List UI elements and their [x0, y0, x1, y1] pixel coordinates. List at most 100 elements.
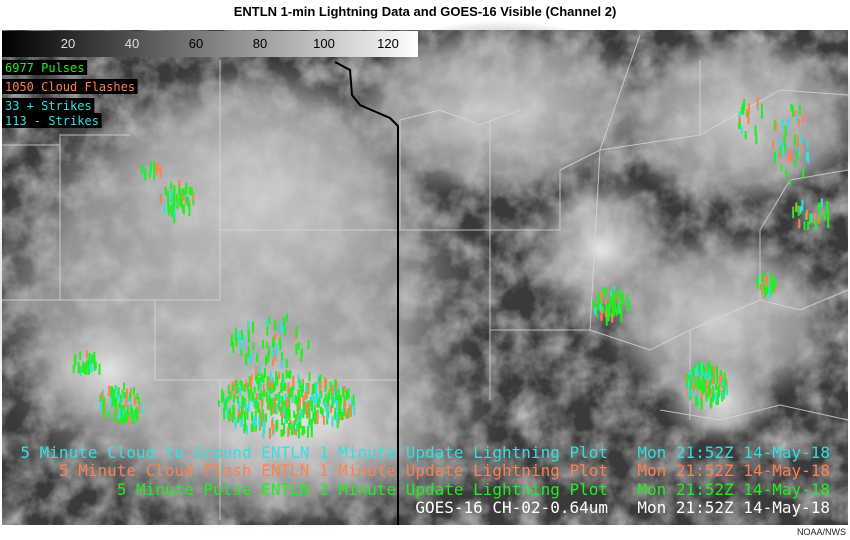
lightning-mark: [303, 426, 306, 434]
legend-box: [2, 113, 102, 128]
lightning-mark: [719, 369, 722, 377]
lightning-mark: [799, 145, 802, 156]
lightning-mark: [307, 426, 309, 438]
lightning-mark: [243, 424, 246, 434]
lightning-mark: [253, 386, 256, 394]
lightning-mark: [795, 115, 798, 123]
lightning-mark: [298, 379, 301, 388]
lightning-mark: [172, 190, 175, 201]
lightning-mark: [188, 186, 191, 195]
lightning-mark: [180, 198, 183, 209]
legend-label: 33 + Strikes: [5, 99, 92, 113]
lightning-mark: [266, 342, 269, 349]
lightning-mark: [592, 300, 595, 307]
lightning-mark: [343, 405, 345, 417]
lightning-mark: [799, 134, 802, 145]
lightning-mark: [768, 287, 771, 299]
lightning-mark: [188, 204, 191, 217]
lightning-mark: [279, 396, 282, 403]
lightning-mark: [250, 423, 253, 432]
lightning-mark: [171, 204, 174, 216]
lightning-mark: [106, 405, 109, 417]
lightning-mark: [243, 411, 246, 420]
lightning-mark: [240, 348, 243, 356]
lightning-mark: [689, 391, 692, 401]
lightning-mark: [287, 371, 290, 378]
lightning-mark: [696, 385, 699, 397]
lightning-mark: [81, 364, 84, 373]
lightning-mark: [605, 293, 608, 305]
lightning-mark: [823, 211, 826, 221]
lightning-mark: [278, 372, 281, 380]
lightning-mark: [313, 395, 316, 405]
lightning-mark: [230, 413, 233, 421]
lightning-mark: [285, 370, 288, 379]
lightning-mark: [260, 399, 263, 410]
lightning-mark: [338, 398, 341, 410]
lightning-mark: [326, 406, 329, 418]
lightning-mark: [740, 126, 743, 134]
lightning-mark: [334, 379, 337, 388]
lightning-mark: [231, 382, 234, 394]
lightning-mark: [318, 393, 321, 404]
lightning-mark: [137, 397, 140, 404]
lightning-mark: [79, 351, 82, 360]
lightning-mark: [277, 402, 280, 409]
lightning-mark: [331, 415, 334, 427]
lightning-mark: [310, 425, 313, 438]
lightning-mark: [595, 306, 598, 317]
lightning-mark: [783, 135, 786, 147]
lightning-mark: [770, 275, 773, 285]
lightning-mark: [254, 410, 257, 420]
lightning-mark: [260, 420, 263, 427]
lightning-mark: [793, 134, 796, 146]
lightning-mark: [93, 352, 96, 364]
lightning-mark: [806, 139, 809, 148]
lightning-mark: [297, 342, 300, 351]
lightning-mark: [762, 279, 765, 289]
lightning-mark: [240, 405, 243, 418]
lightning-mark: [247, 400, 250, 412]
lightning-mark: [190, 187, 192, 196]
lightning-mark: [90, 361, 93, 373]
lightning-mark: [784, 125, 787, 136]
lightning-mark: [712, 386, 715, 398]
lightning-mark: [230, 335, 233, 347]
lightning-mark: [302, 408, 305, 419]
lightning-mark: [807, 151, 810, 164]
lightning-mark: [328, 389, 331, 400]
lightning-mark: [324, 400, 327, 408]
lightning-mark: [826, 201, 829, 213]
lightning-mark: [709, 388, 712, 396]
lightning-mark: [299, 420, 302, 429]
lightning-mark: [119, 412, 122, 423]
lightning-mark: [297, 410, 299, 420]
lightning-mark: [321, 408, 324, 417]
colorbar-tick-label: 20: [61, 36, 75, 51]
lightning-mark: [153, 169, 156, 180]
lightning-mark: [827, 209, 830, 221]
lightning-mark: [611, 294, 614, 304]
lightning-mark: [176, 197, 179, 209]
lightning-mark: [173, 185, 176, 195]
lightning-mark: [319, 380, 321, 392]
caption-text: 5 Minute Pulse ENTLN 1 Minute Update Lig…: [117, 480, 608, 499]
colorbar-ticks: 20 40 60 80 100 120: [61, 36, 399, 51]
lightning-mark: [626, 302, 629, 312]
colorbar-tick-label: 120: [377, 36, 399, 51]
lightning-mark: [305, 385, 308, 393]
lightning-mark: [604, 308, 607, 318]
lightning-mark: [281, 395, 284, 405]
lightning-mark: [792, 206, 795, 215]
lightning-mark: [268, 402, 271, 411]
lightning-mark: [347, 408, 350, 419]
lightning-mark: [747, 116, 750, 125]
lightning-mark: [778, 137, 781, 147]
lightning-mark: [248, 390, 251, 401]
lightning-mark: [719, 375, 722, 387]
lightning-mark: [617, 296, 620, 308]
lightning-mark: [232, 394, 235, 404]
lightning-mark: [231, 411, 234, 422]
lightning-mark: [243, 383, 246, 393]
lightning-mark: [335, 382, 338, 390]
